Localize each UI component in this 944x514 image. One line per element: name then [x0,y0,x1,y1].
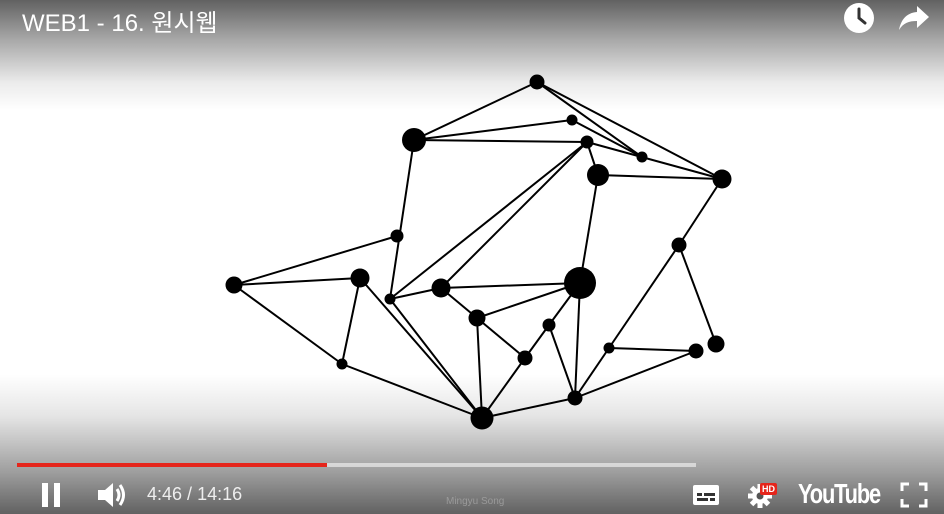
share-button[interactable] [897,2,929,34]
subtitles-button[interactable] [692,484,720,506]
volume-button[interactable] [96,480,128,510]
fullscreen-icon [900,482,928,508]
progress-played [17,463,328,467]
share-arrow-icon [899,6,929,30]
progress-bar[interactable] [17,463,696,467]
settings-button[interactable]: HD [746,480,782,510]
fullscreen-button[interactable] [900,482,928,508]
bottom-shade [0,374,944,514]
top-shade [0,0,944,110]
graph-edges [233,81,723,419]
time-separator: / [182,484,198,504]
youtube-logo[interactable]: YouTube [798,478,881,512]
current-time: 4:46 [147,484,183,504]
clock-icon [844,3,874,33]
subtitles-icon [693,485,719,505]
video-title[interactable]: WEB1 - 16. 원시웹 [22,10,218,37]
video-watermark: Mingyu Song [446,496,505,507]
hd-badge: HD [760,483,777,495]
volume-icon [98,483,125,507]
duration: 14:16 [197,484,243,504]
time-display: 4:46 / 14:16 [147,484,242,505]
youtube-logo-text: YouTube [798,478,881,509]
watch-later-button[interactable] [843,2,875,34]
pause-button[interactable] [38,481,66,509]
pause-icon [42,483,60,507]
